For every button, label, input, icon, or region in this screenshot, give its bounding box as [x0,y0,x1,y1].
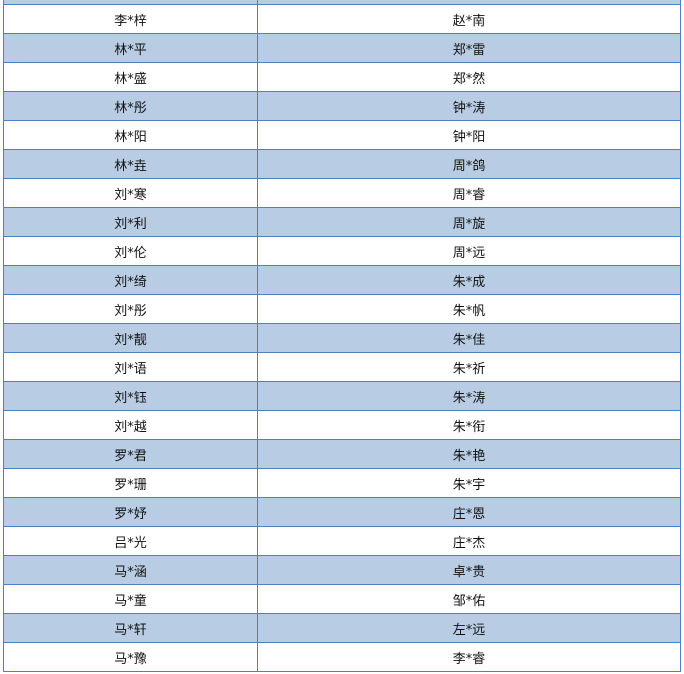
table-row: 刘*绮 朱*成 [3,265,681,295]
table-row: 李*梓 赵*南 [3,4,681,34]
name-cell-left: 吕*光 [3,526,258,556]
name-cell-left: 马*轩 [3,613,258,643]
name-cell-right: 朱*帆 [257,294,681,324]
table-row: 刘*伦 周*远 [3,236,681,266]
name-cell-right: 郑*然 [257,62,681,92]
name-cell-right: 周*睿 [257,178,681,208]
name-table: 李*梓 赵*南 林*平 郑*雷 林*盛 郑*然 林*彤 钟*涛 林*阳 钟*阳 林*垚 周*鸽 刘*寒周… [3,0,681,672]
name-cell-left: 马*童 [3,584,258,614]
name-cell-left: 林*彤 [3,91,258,121]
name-cell-right: 周*鸽 [257,149,681,179]
table-row: 林*平 郑*雷 [3,33,681,63]
name-cell-right: 左*远 [257,613,681,643]
table-row: 罗*珊 朱*宇 [3,468,681,498]
table-row: 林*盛 郑*然 [3,62,681,92]
table-row: 林*彤 钟*涛 [3,91,681,121]
name-cell-left: 刘*语 [3,352,258,382]
name-cell-left: 刘*靓 [3,323,258,353]
table-row: 马*涵 卓*贵 [3,555,681,585]
name-cell-right: 庄*杰 [257,526,681,556]
table-row: 刘*彤 朱*帆 [3,294,681,324]
name-cell-left: 刘*越 [3,410,258,440]
table-row: 马*童 邹*佑 [3,584,681,614]
name-cell-right: 朱*成 [257,265,681,295]
name-cell-right: 周*旋 [257,207,681,237]
name-cell-left: 马*涵 [3,555,258,585]
name-cell-left: 罗*妤 [3,497,258,527]
name-cell-right: 周*远 [257,236,681,266]
name-cell-left: 林*垚 [3,149,258,179]
name-cell-left: 刘*利 [3,207,258,237]
table-row: 刘*靓 朱*佳 [3,323,681,353]
name-cell-right: 邹*佑 [257,584,681,614]
name-cell-left: 刘*彤 [3,294,258,324]
name-cell-right: 朱*艳 [257,439,681,469]
name-table-container: 李*梓 赵*南 林*平 郑*雷 林*盛 郑*然 林*彤 钟*涛 林*阳 钟*阳 林*垚 周*鸽 刘*寒周… [3,0,681,672]
name-cell-right: 钟*阳 [257,120,681,150]
name-cell-left: 刘*绮 [3,265,258,295]
table-row: 刘*越 朱*衔 [3,410,681,440]
name-cell-left: 刘*伦 [3,236,258,266]
name-cell-right: 朱*涛 [257,381,681,411]
table-row: 刘*利 周*旋 [3,207,681,237]
name-cell-left: 林*盛 [3,62,258,92]
name-cell-right: 朱*宇 [257,468,681,498]
name-cell-left: 林*平 [3,33,258,63]
name-cell-right: 郑*雷 [257,33,681,63]
table-row: 林*阳 钟*阳 [3,120,681,150]
name-cell-right: 朱*佳 [257,323,681,353]
name-cell-left: 林*阳 [3,120,258,150]
table-row: 刘*钰 朱*涛 [3,381,681,411]
table-row: 林*垚 周*鸽 [3,149,681,179]
name-cell-right: 朱*祈 [257,352,681,382]
name-cell-right: 朱*衔 [257,410,681,440]
name-cell-left: 罗*君 [3,439,258,469]
table-row: 罗*妤 庄*恩 [3,497,681,527]
name-cell-right: 卓*贵 [257,555,681,585]
name-cell-right: 庄*恩 [257,497,681,527]
table-row: 刘*语 朱*祈 [3,352,681,382]
name-cell-left: 刘*钰 [3,381,258,411]
name-cell-right: 李*睿 [257,642,681,672]
name-cell-right: 钟*涛 [257,91,681,121]
table-row: 马*轩 左*远 [3,613,681,643]
name-cell-left: 刘*寒 [3,178,258,208]
table-row: 吕*光 庄*杰 [3,526,681,556]
table-row: 罗*君 朱*艳 [3,439,681,469]
table-row: 刘*寒 周*睿 [3,178,681,208]
table-row: 马*豫 李*睿 [3,642,681,672]
name-cell-left: 马*豫 [3,642,258,672]
name-cell-left: 李*梓 [3,4,258,34]
name-cell-right: 赵*南 [257,4,681,34]
name-cell-left: 罗*珊 [3,468,258,498]
